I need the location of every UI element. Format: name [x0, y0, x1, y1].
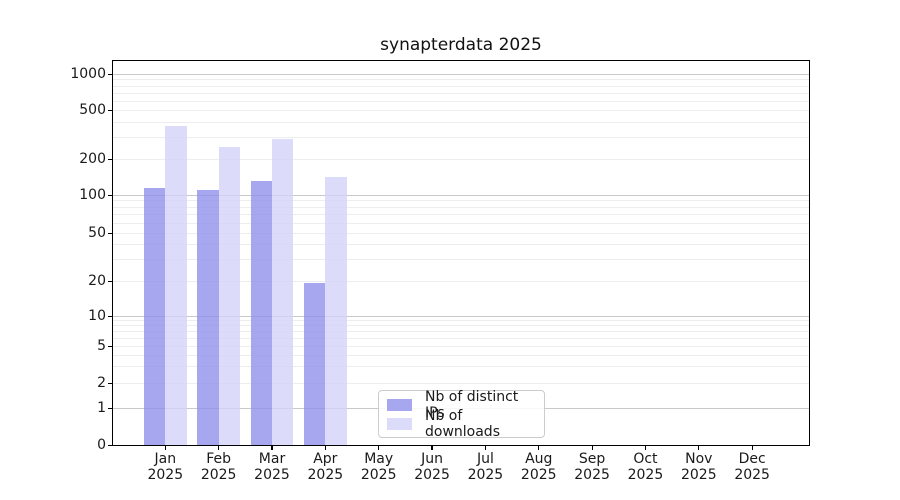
gridline-minor-20	[112, 280, 810, 282]
gridline-minor-700	[112, 92, 810, 94]
gridline-minor-5	[112, 345, 810, 347]
x-tick-label-sep: Sep 2025	[574, 451, 610, 483]
gridline-minor-400	[112, 121, 810, 123]
legend: Nb of distinct IPs Nb of downloads	[378, 389, 545, 440]
legend-item-downloads: Nb of downloads	[387, 408, 536, 440]
gridline-major-100	[112, 194, 810, 196]
gridline-minor-2	[112, 382, 810, 384]
x-tick-label-dec: Dec 2025	[734, 451, 770, 483]
gridline-minor-9	[112, 320, 810, 322]
y-tick-label-5: 5	[97, 337, 106, 354]
gridline-minor-500	[112, 110, 810, 111]
gridline-minor-300	[112, 137, 810, 139]
gridline-minor-200	[112, 159, 810, 160]
y-tick-label-200: 200	[79, 151, 106, 167]
legend-label-downloads: Nb of downloads	[425, 407, 500, 440]
x-tick-mark-may	[378, 445, 380, 450]
x-tick-label-may: May 2025	[360, 451, 397, 483]
x-tick-label-feb: Feb 2025	[200, 451, 237, 483]
x-tick-mark-jun	[431, 445, 433, 450]
x-tick-label-jan: Jan 2025	[147, 451, 184, 483]
y-tick-label-500: 500	[79, 102, 106, 118]
gridline-minor-90	[112, 200, 810, 202]
y-tick-mark-20	[108, 280, 112, 282]
gridline-minor-60	[112, 222, 810, 224]
gridline-minor-30	[112, 259, 810, 261]
y-tick-label-1: 1	[97, 399, 106, 416]
y-tick-mark-200	[108, 159, 112, 161]
gridline-minor-50	[112, 232, 810, 234]
bar-nb-of-downloads-jan	[165, 126, 187, 445]
y-tick-mark-500	[108, 110, 112, 112]
chart-title: synapterdata 2025	[380, 35, 542, 55]
x-tick-mark-sep	[591, 445, 593, 450]
y-tick-mark-100	[108, 194, 112, 196]
gridline-minor-900	[112, 79, 810, 81]
y-tick-label-100: 100	[79, 186, 106, 203]
gridline-minor-80	[112, 206, 810, 208]
x-tick-mark-dec	[751, 445, 753, 450]
gridline-minor-70	[112, 214, 810, 216]
legend-swatch-downloads	[387, 417, 412, 430]
x-tick-label-aug: Aug 2025	[520, 451, 557, 483]
x-tick-mark-feb	[218, 445, 220, 450]
y-tick-mark-0	[108, 445, 112, 447]
y-tick-label-2: 2	[97, 374, 106, 391]
y-tick-label-0: 0	[97, 437, 106, 453]
y-tick-label-50: 50	[88, 224, 106, 241]
x-tick-label-apr: Apr 2025	[307, 451, 344, 483]
gridline-minor-8	[112, 325, 810, 327]
bar-nb-of-downloads-feb	[218, 147, 241, 445]
gridline-major-10	[112, 315, 810, 317]
y-tick-label-10: 10	[88, 307, 106, 324]
x-tick-label-mar: Mar 2025	[254, 451, 290, 483]
y-tick-mark-1	[108, 407, 112, 409]
gridline-minor-40	[112, 244, 810, 246]
gridline-minor-6	[112, 337, 810, 339]
x-tick-mark-jan	[164, 445, 166, 450]
bar-nb-of-distinct-ips-mar	[250, 181, 272, 445]
y-tick-label-1000: 1000	[70, 66, 106, 82]
legend-swatch-distinct-ips	[387, 398, 412, 411]
bar-nb-of-distinct-ips-feb	[197, 189, 219, 445]
gridline-minor-3	[112, 366, 810, 368]
bar-nb-of-downloads-apr	[325, 177, 347, 445]
gridline-minor-600	[112, 100, 810, 102]
legend-label-distinct-ips: Nb of distinct IPs	[425, 388, 519, 421]
y-tick-mark-50	[108, 232, 112, 234]
x-tick-mark-aug	[538, 445, 540, 450]
x-tick-mark-jul	[484, 445, 486, 450]
y-tick-mark-2	[108, 382, 112, 384]
x-tick-label-jul: Jul 2025	[467, 451, 504, 483]
gridline-minor-4	[112, 354, 810, 356]
bar-nb-of-distinct-ips-jan	[143, 187, 166, 445]
x-tick-mark-apr	[324, 445, 326, 450]
gridline-minor-7	[112, 331, 810, 333]
x-tick-label-nov: Nov 2025	[680, 451, 717, 483]
x-tick-mark-nov	[698, 445, 700, 450]
y-tick-label-20: 20	[88, 272, 106, 289]
x-tick-label-oct: Oct 2025	[627, 451, 664, 483]
x-tick-label-jun: Jun 2025	[414, 451, 450, 483]
bar-nb-of-distinct-ips-apr	[303, 283, 326, 445]
gridline-minor-800	[112, 85, 810, 87]
x-tick-mark-mar	[271, 445, 273, 450]
legend-item-distinct-ips: Nb of distinct IPs	[387, 389, 536, 421]
x-tick-mark-oct	[644, 445, 647, 450]
y-tick-mark-1000	[108, 74, 112, 76]
gridline-major-1000	[112, 74, 810, 75]
y-tick-mark-5	[108, 345, 112, 347]
bar-nb-of-downloads-mar	[272, 139, 294, 445]
y-tick-mark-10	[108, 315, 112, 317]
